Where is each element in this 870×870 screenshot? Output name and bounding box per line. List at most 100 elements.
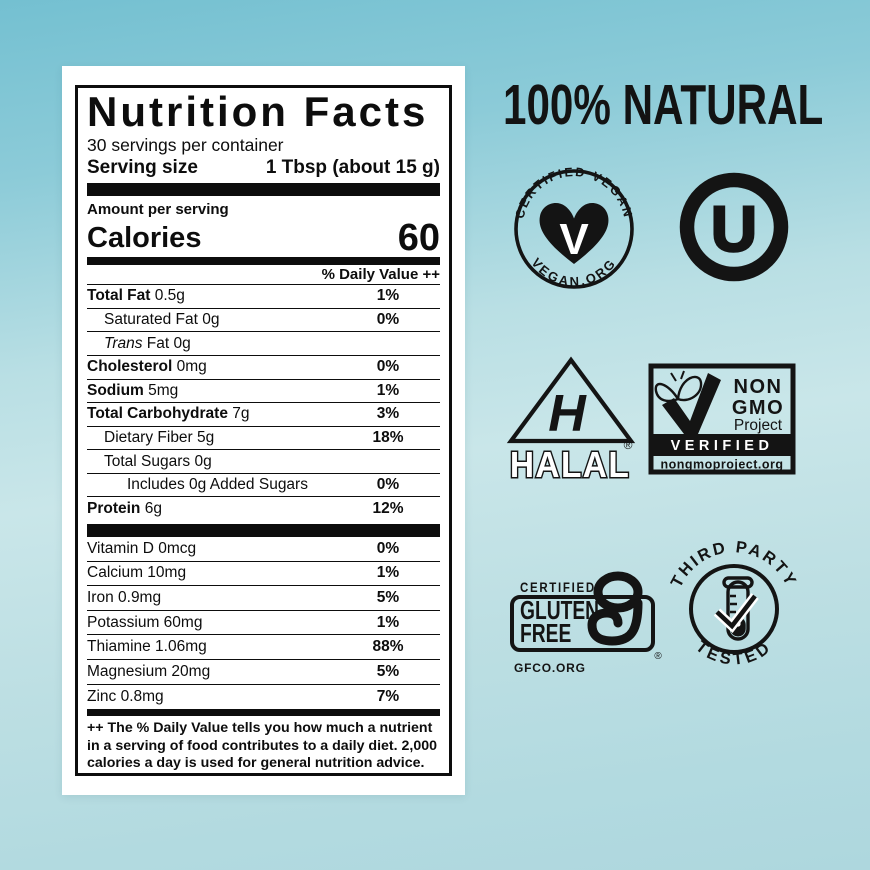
test-tube-graduations	[730, 594, 737, 614]
ou-letter: U	[711, 193, 757, 265]
halal-triangle	[506, 356, 636, 444]
gf-word2: FREE	[520, 618, 571, 648]
nutrient-row: Dietary Fiber 5g 18%	[87, 427, 440, 451]
vegan-heart-icon	[539, 203, 609, 264]
certified-vegan-badge: V CERTIFIED VEGAN VEGAN.ORG	[513, 165, 636, 289]
nutrient-row: Cholesterol 0mg 0%	[87, 356, 440, 380]
halal-badge: H ® HALAL	[506, 356, 636, 487]
calories-row: Calories 60	[87, 217, 440, 260]
third-party-tested-badge: THIRD PARTY TESTED	[668, 538, 798, 669]
serving-size-row: Serving size 1 Tbsp (about 15 g)	[87, 156, 440, 180]
daily-value-percent: 12%	[372, 500, 404, 518]
nutrient-rows: Total Fat 0.5g 1% Saturated Fat 0g 0% Trans …	[87, 285, 440, 521]
nutrient-row: Calcium 10mg 1%	[87, 562, 440, 587]
tp-arc-bottom-text: TESTED	[692, 637, 775, 668]
daily-value-percent: 3%	[376, 405, 400, 423]
vegan-circle-ring	[514, 169, 634, 289]
nutrient-row: Saturated Fat 0g 0%	[87, 309, 440, 333]
non-gmo-verified-badge: NON GMO Project VERIFIED nongmoproject.o…	[648, 363, 796, 475]
daily-value-percent: 0%	[376, 476, 400, 494]
gluten-free-badge: CERTIFIED GLUTEN FREE ® GFCO.ORG	[510, 571, 662, 675]
nutrient-name: Thiamine 1.06mg	[87, 638, 207, 656]
butterfly-left-wing-icon	[654, 382, 680, 403]
nutrient-name: Total Sugars 0g	[104, 452, 212, 470]
nutrient-row: Total Carbohydrate 7g 3%	[87, 403, 440, 427]
nutrient-name: Trans Fat 0g	[104, 334, 191, 352]
daily-value-percent: 1%	[376, 564, 400, 582]
butterfly-antennae-icon	[670, 370, 685, 382]
gf-certified-label: CERTIFIED	[520, 580, 596, 595]
daily-value-header: % Daily Value ++	[87, 265, 440, 286]
nutrient-row: Thiamine 1.06mg 88%	[87, 635, 440, 661]
nongmo-word3: Project	[734, 417, 783, 434]
kosher-ou-badge: U	[679, 172, 789, 282]
gf-g-icon-bowl	[593, 571, 643, 613]
divider-bar-thick	[87, 183, 440, 197]
divider-bar-medium	[87, 709, 440, 717]
daily-value-percent: 18%	[372, 429, 404, 446]
nutrient-row: Magnesium 20mg 5%	[87, 660, 440, 685]
nutrient-name: Total Fat 0.5g	[87, 287, 185, 305]
daily-value-percent: 0%	[376, 311, 400, 329]
vegan-heart-letter: V	[559, 215, 589, 264]
halal-monogram: H	[548, 385, 587, 443]
halal-label: HALAL	[510, 446, 630, 485]
vegan-arc-top-text: CERTIFIED VEGAN	[513, 165, 636, 220]
nutrient-name: Magnesium 20mg	[87, 662, 211, 680]
butterfly-right-wing-icon	[676, 375, 703, 402]
daily-value-percent: 5%	[376, 589, 400, 607]
gf-rounded-border	[510, 595, 655, 652]
tp-arc-bottom-label: TESTED	[692, 637, 772, 668]
nutrient-row: Vitamin D 0mcg 0%	[87, 537, 440, 562]
nutrient-name: Dietary Fiber 5g	[104, 429, 215, 446]
nutrition-facts-card: Nutrition Facts 30 servings per containe…	[62, 66, 465, 795]
tp-circle-ring	[689, 564, 779, 654]
nongmo-verified-label: VERIFIED	[671, 438, 774, 454]
gf-website: GFCO.ORG	[514, 661, 586, 675]
nutrient-name: Protein 6g	[87, 500, 162, 518]
nutrient-row: Trans Fat 0g	[87, 332, 440, 356]
nongmo-word1: NON	[734, 376, 783, 398]
nutrient-name: Cholesterol 0mg	[87, 358, 207, 376]
vegan-arc-top-label: CERTIFIED VEGAN	[513, 165, 634, 220]
nutrient-name: Potassium 60mg	[87, 613, 203, 631]
daily-value-footnote: ++ The % Daily Value tells you how much …	[87, 720, 438, 772]
ou-circle-ring	[679, 172, 789, 282]
nutrient-name: Calcium 10mg	[87, 564, 187, 582]
nutrient-row: Protein 6g 12%	[87, 497, 440, 521]
nutrition-facts-title: Nutrition Facts	[87, 88, 429, 135]
serving-size-value: 1 Tbsp (about 15 g)	[265, 157, 440, 179]
tp-check-icon	[715, 594, 757, 630]
calories-label: Calories	[87, 221, 202, 254]
nutrient-row: Includes 0g Added Sugars 0%	[87, 474, 440, 498]
nongmo-verified-bar	[651, 434, 793, 456]
daily-value-percent: 0%	[376, 539, 400, 557]
nutrient-name: Vitamin D 0mcg	[87, 539, 197, 557]
nutrient-name: Total Carbohydrate 7g	[87, 405, 250, 423]
nutrient-row: Potassium 60mg 1%	[87, 611, 440, 636]
nongmo-border	[648, 363, 796, 475]
daily-value-percent: 1%	[376, 381, 400, 399]
daily-value-percent: 1%	[376, 287, 400, 305]
halal-registered-mark: ®	[624, 438, 633, 452]
nutrient-name: Iron 0.9mg	[87, 589, 162, 607]
divider-bar-medium	[87, 256, 440, 265]
divider-bar-thick	[87, 524, 440, 538]
nongmo-website: nongmoproject.org	[660, 458, 783, 472]
serving-size-label: Serving size	[87, 157, 198, 179]
daily-value-percent: 0%	[376, 358, 400, 376]
nutrient-name: Saturated Fat 0g	[104, 311, 220, 329]
daily-value-percent: 1%	[376, 613, 400, 631]
calories-value: 60	[397, 217, 440, 260]
gf-word1: GLUTEN	[520, 595, 599, 625]
nutrient-row: Sodium 5mg 1%	[87, 380, 440, 404]
nongmo-word2: GMO	[732, 397, 784, 419]
nongmo-checkmark-blades	[662, 373, 721, 434]
headline-100-percent-natural: 100% NATURAL	[503, 73, 824, 137]
nutrient-row: Total Sugars 0g	[87, 450, 440, 474]
vitamin-rows: Vitamin D 0mcg 0% Calcium 10mg 1% Iron 0.9mg…	[87, 537, 440, 709]
gf-registered-mark: ®	[654, 651, 662, 662]
daily-value-percent: 88%	[372, 638, 404, 656]
amount-per-serving-label: Amount per serving	[87, 201, 229, 219]
